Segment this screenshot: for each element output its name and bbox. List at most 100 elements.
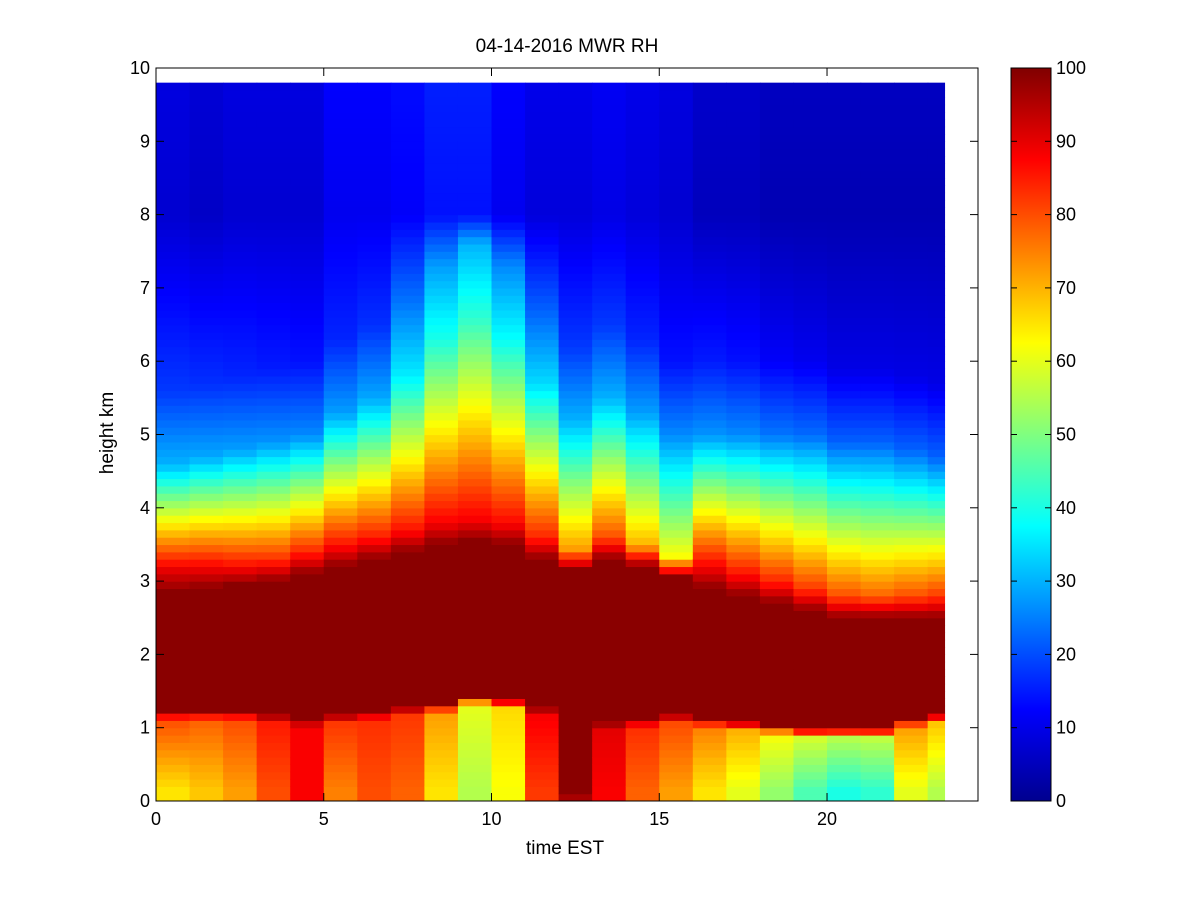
heatmap-cell xyxy=(759,317,795,326)
heatmap-cell xyxy=(323,647,358,655)
heatmap-cell xyxy=(357,441,392,450)
heatmap-cell xyxy=(759,111,795,120)
heatmap-cell xyxy=(457,331,493,340)
heatmap-cell xyxy=(424,390,459,399)
heatmap-cell xyxy=(189,478,224,487)
heatmap-cell xyxy=(860,713,895,721)
heatmap-cell xyxy=(290,273,325,282)
heatmap-cell xyxy=(659,705,694,714)
heatmap-cell xyxy=(827,141,862,150)
heatmap-cell xyxy=(793,522,828,531)
heatmap-cell xyxy=(625,478,660,487)
heatmap-cell xyxy=(592,529,627,538)
heatmap-cell xyxy=(827,148,862,157)
heatmap-cell xyxy=(659,676,694,685)
heatmap-cell xyxy=(860,126,895,135)
heatmap-cell xyxy=(827,786,862,795)
heatmap-cell xyxy=(793,405,828,414)
heatmap-cell xyxy=(256,251,291,260)
heatmap-cell xyxy=(357,427,392,436)
heatmap-cell xyxy=(223,390,258,399)
heatmap-cell xyxy=(894,251,929,260)
heatmap-cell xyxy=(256,515,291,524)
heatmap-cell xyxy=(927,742,946,751)
heatmap-cell xyxy=(290,573,325,582)
heatmap-cell xyxy=(457,529,493,538)
heatmap-cell xyxy=(558,434,593,443)
heatmap-cell xyxy=(860,163,895,172)
heatmap-cell xyxy=(927,177,946,186)
heatmap-cell xyxy=(189,258,224,267)
heatmap-cell xyxy=(558,720,593,729)
heatmap-cell xyxy=(424,361,459,370)
heatmap-cell xyxy=(290,317,325,326)
heatmap-cell xyxy=(323,405,358,414)
heatmap-cell xyxy=(692,104,727,113)
heatmap-cell xyxy=(357,331,392,340)
heatmap-cell xyxy=(390,581,426,590)
heatmap-cell xyxy=(491,581,526,590)
heatmap-cell xyxy=(558,309,593,318)
heatmap-cell xyxy=(759,141,795,150)
heatmap-cell xyxy=(525,669,560,677)
heatmap-cell xyxy=(457,192,493,201)
heatmap-cell xyxy=(558,302,593,311)
x-tick-label: 5 xyxy=(319,809,329,829)
heatmap-cell xyxy=(759,727,795,736)
heatmap-cell xyxy=(625,133,660,142)
heatmap-cell xyxy=(357,141,392,150)
heatmap-cell xyxy=(558,566,593,575)
heatmap-cell xyxy=(793,412,828,421)
heatmap-cell xyxy=(827,595,862,604)
heatmap-cell xyxy=(793,617,828,626)
heatmap-cell xyxy=(659,111,694,120)
heatmap-cell xyxy=(726,324,761,333)
heatmap-cell xyxy=(390,119,426,128)
heatmap-cell xyxy=(189,661,224,670)
heatmap-cell xyxy=(927,419,946,428)
heatmap-cell xyxy=(323,353,358,362)
heatmap-cell xyxy=(256,485,291,494)
heatmap-cell xyxy=(659,155,694,164)
heatmap-cell xyxy=(189,573,224,582)
heatmap-cell xyxy=(659,493,694,502)
heatmap-cell xyxy=(793,331,828,340)
heatmap-cell xyxy=(625,588,660,597)
heatmap-cell xyxy=(290,610,325,619)
heatmap-cell xyxy=(558,691,593,699)
heatmap-cell xyxy=(759,427,795,436)
heatmap-cell xyxy=(860,331,895,340)
heatmap-cell xyxy=(726,485,761,494)
heatmap-cell xyxy=(290,566,325,575)
heatmap-cell xyxy=(558,251,593,260)
heatmap-cell xyxy=(390,705,426,714)
heatmap-cell xyxy=(390,566,426,575)
heatmap-cell xyxy=(793,119,828,128)
heatmap-cell xyxy=(256,559,291,568)
heatmap-cell xyxy=(793,449,828,458)
heatmap-cell xyxy=(860,559,895,568)
heatmap-cell xyxy=(525,588,560,597)
heatmap-cell xyxy=(290,471,325,480)
heatmap-cell xyxy=(491,185,526,194)
heatmap-cell xyxy=(525,214,560,223)
heatmap-cell xyxy=(558,390,593,399)
heatmap-cell xyxy=(457,735,493,743)
heatmap-cell xyxy=(894,185,929,194)
heatmap-cell xyxy=(692,280,727,289)
heatmap-cell xyxy=(659,581,694,590)
y-tick-label: 7 xyxy=(140,278,150,298)
heatmap-cell xyxy=(894,331,929,340)
heatmap-cell xyxy=(860,192,895,201)
heatmap-cell xyxy=(323,698,358,707)
heatmap-cell xyxy=(424,339,459,348)
heatmap-cell xyxy=(323,757,358,765)
heatmap-cell xyxy=(827,478,862,487)
heatmap-cell xyxy=(625,185,660,194)
heatmap-cell xyxy=(525,610,560,619)
heatmap-cell xyxy=(793,493,828,502)
heatmap-cell xyxy=(323,661,358,670)
heatmap-cell xyxy=(659,603,694,612)
heatmap-cell xyxy=(759,236,795,245)
heatmap-cell xyxy=(659,214,694,223)
